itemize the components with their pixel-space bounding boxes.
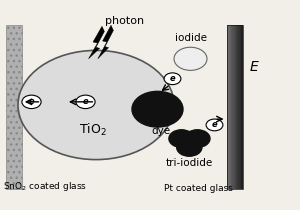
Circle shape (177, 139, 202, 156)
Circle shape (18, 50, 174, 160)
Polygon shape (88, 26, 104, 59)
Bar (239, 25, 240, 189)
Text: Pt coated glass: Pt coated glass (164, 184, 232, 193)
Bar (229, 25, 230, 189)
Bar (238, 25, 239, 189)
Bar (241, 25, 242, 189)
Polygon shape (98, 25, 113, 59)
Text: E: E (250, 60, 259, 74)
Bar (236, 25, 237, 189)
Text: iodide: iodide (175, 33, 206, 43)
Text: e: e (212, 121, 217, 129)
Bar (234, 25, 235, 189)
Text: SnO$_2$ coated glass: SnO$_2$ coated glass (3, 180, 87, 193)
Circle shape (174, 47, 207, 70)
Circle shape (22, 95, 41, 109)
Bar (226, 25, 227, 189)
Circle shape (169, 130, 194, 147)
Bar (228, 25, 229, 189)
Text: e: e (29, 97, 34, 106)
Bar (235, 25, 236, 189)
Circle shape (164, 73, 181, 85)
Bar (230, 25, 231, 189)
Text: TiO$_2$: TiO$_2$ (79, 122, 107, 138)
Circle shape (76, 95, 95, 109)
Bar (237, 25, 238, 189)
Circle shape (132, 91, 183, 127)
Bar (233, 25, 234, 189)
Bar (232, 25, 233, 189)
Text: e: e (83, 97, 88, 106)
Bar (6, 25, 22, 189)
Text: e: e (170, 74, 175, 83)
Circle shape (185, 130, 210, 147)
Bar (231, 25, 232, 189)
Circle shape (206, 119, 223, 131)
Text: photon: photon (105, 16, 144, 26)
Bar (242, 25, 243, 189)
Bar (226, 25, 243, 189)
Bar (227, 25, 228, 189)
Text: dye: dye (152, 126, 171, 136)
Text: tri-iodide: tri-iodide (165, 158, 213, 168)
Bar (240, 25, 241, 189)
